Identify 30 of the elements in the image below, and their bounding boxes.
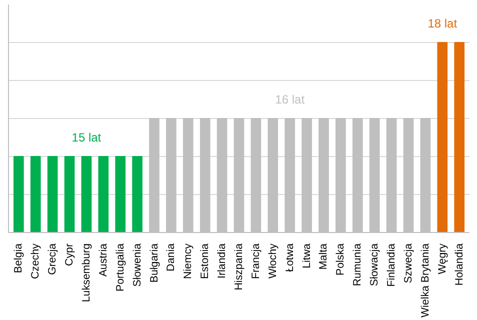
x-tick-label: Szwecja: [402, 243, 414, 284]
data-label: 15 lat: [72, 130, 102, 144]
x-tick-label: Finlandia: [386, 243, 398, 287]
x-tick-label: Francja: [250, 243, 262, 280]
x-tick-label: Malta: [318, 243, 330, 270]
x-tick-label: Czechy: [30, 242, 42, 280]
x-tick-label: Austria: [97, 243, 110, 277]
x-tick-label: Estonia: [199, 243, 212, 280]
x-tick-label: Belgia: [12, 243, 25, 274]
x-tick-label: Dania: [165, 243, 178, 272]
x-tick-label: Wielka Brytania: [419, 243, 432, 318]
data-label: 16 lat: [275, 92, 306, 106]
x-tick-label: Łotwa: [284, 243, 296, 272]
x-tick-label: Grecja: [46, 243, 59, 275]
x-tick-label: Słowenia: [131, 243, 144, 287]
x-tick-label: Rumunia: [352, 243, 364, 286]
x-tick-label: Irlandia: [216, 243, 228, 278]
x-tick-label: Bułgaria: [148, 243, 160, 283]
x-tick-label: Cypr: [64, 243, 76, 266]
x-tick-label: Węgry: [436, 242, 448, 274]
x-tick-label: Luksemburg: [80, 243, 92, 302]
data-label: 18 lat: [428, 16, 458, 30]
x-tick-label: Portugalia: [114, 243, 126, 292]
x-tick-label: Włochy: [266, 242, 279, 278]
x-tick-label: Słowacja: [368, 243, 381, 286]
x-tick-label: Polska: [334, 243, 347, 276]
x-tick-label: Holandia: [453, 243, 466, 286]
x-tick-label: Niemcy: [182, 242, 194, 280]
x-tick-label: Hiszpania: [233, 243, 245, 290]
x-tick-label: Litwa: [300, 243, 313, 268]
